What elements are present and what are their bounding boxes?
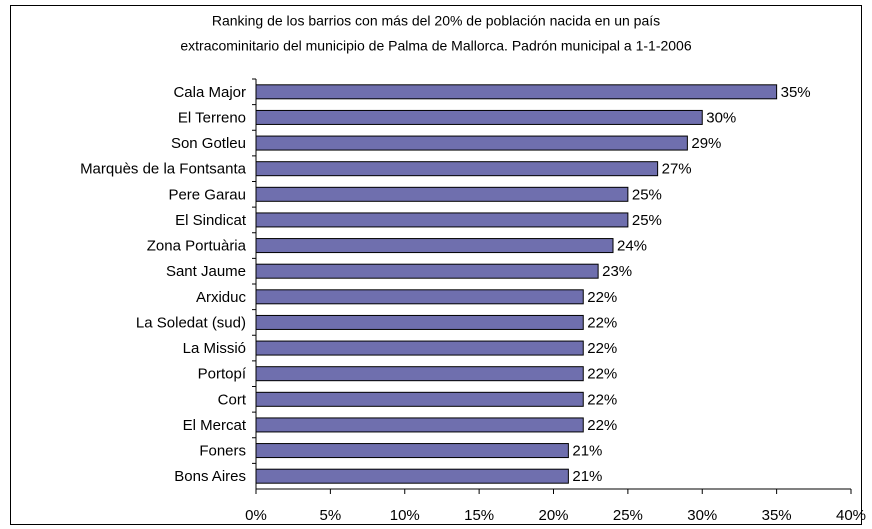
- data-label: 24%: [617, 238, 647, 255]
- y-tick-label: Cort: [218, 391, 247, 408]
- bar: [255, 468, 569, 484]
- x-tick-label: 35%: [762, 507, 792, 524]
- y-tick-label: Bons Aires: [174, 468, 246, 485]
- data-label: 22%: [587, 289, 617, 306]
- x-tick-label: 40%: [836, 507, 866, 524]
- bar: [255, 289, 584, 305]
- y-tick-label: La Soledat (sud): [136, 314, 246, 331]
- y-tick-label: Zona Portuària: [147, 238, 247, 255]
- bar: [255, 417, 584, 433]
- x-tick-label: 0%: [245, 507, 267, 524]
- bar: [255, 186, 629, 202]
- bar: [255, 443, 569, 459]
- x-tick-label: 20%: [538, 507, 568, 524]
- data-label: 22%: [587, 340, 617, 357]
- y-tick-label: Son Gotleu: [171, 135, 246, 152]
- data-label: 22%: [587, 391, 617, 408]
- bar: [255, 109, 703, 125]
- data-label: 22%: [587, 314, 617, 331]
- data-label: 21%: [572, 468, 602, 485]
- y-tick-label: Foners: [199, 443, 246, 460]
- y-tick-label: Arxiduc: [196, 289, 247, 306]
- data-label: 30%: [706, 109, 736, 126]
- y-tick-label: Marquès de la Fontsanta: [80, 161, 247, 178]
- bar: [255, 84, 778, 100]
- y-tick-label: Pere Garau: [168, 186, 246, 203]
- chart-title: extracominitario del municipio de Palma …: [180, 38, 691, 54]
- y-tick-label: La Missió: [183, 340, 246, 357]
- bar: [255, 135, 688, 151]
- data-label: 35%: [781, 84, 811, 101]
- chart-title: Ranking de los barrios con más del 20% d…: [212, 13, 660, 29]
- y-tick-label: El Sindicat: [175, 212, 247, 229]
- x-tick-label: 15%: [464, 507, 494, 524]
- y-tick-label: Sant Jaume: [166, 263, 246, 280]
- y-tick-label: Portopí: [198, 366, 247, 383]
- bar: [255, 340, 584, 356]
- data-label: 25%: [632, 186, 662, 203]
- bar: [255, 366, 584, 382]
- bar: [255, 314, 584, 330]
- data-label: 22%: [587, 417, 617, 434]
- y-tick-label: El Mercat: [183, 417, 247, 434]
- bar: [255, 391, 584, 407]
- x-tick-label: 5%: [320, 507, 342, 524]
- y-tick-label: Cala Major: [173, 84, 246, 101]
- data-label: 27%: [662, 161, 692, 178]
- bar: [255, 238, 614, 254]
- x-tick-label: 30%: [687, 507, 717, 524]
- bar: [255, 212, 629, 228]
- bar: [255, 161, 659, 177]
- data-label: 22%: [587, 366, 617, 383]
- x-tick-label: 10%: [390, 507, 420, 524]
- data-label: 29%: [691, 135, 721, 152]
- data-label: 23%: [602, 263, 632, 280]
- data-label: 25%: [632, 212, 662, 229]
- data-label: 21%: [572, 443, 602, 460]
- y-tick-label: El Terreno: [178, 109, 246, 126]
- x-tick-label: 25%: [613, 507, 643, 524]
- bar: [255, 263, 599, 279]
